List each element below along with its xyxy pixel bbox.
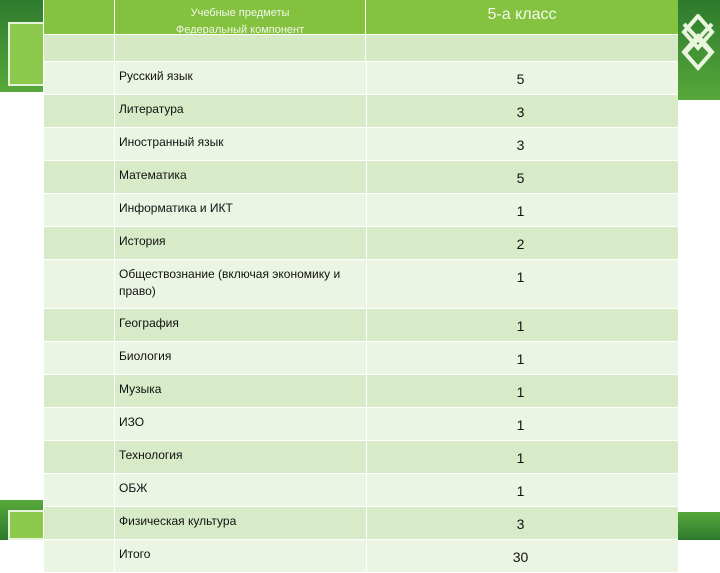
table-row: Итого 30 <box>44 540 678 573</box>
table-row: География 1 <box>44 309 678 342</box>
subject-cell: Технология <box>115 441 367 473</box>
theme-band-bottom-right <box>676 512 720 540</box>
row-index-cell <box>44 260 115 308</box>
subject-cell: Итого <box>115 540 367 572</box>
subject-cell: География <box>115 309 367 341</box>
theme-panel-bottom-left <box>8 510 47 540</box>
curriculum-table: Учебные предметы Федеральный компонент 5… <box>43 0 678 573</box>
row-index-cell <box>44 474 115 506</box>
table-body: Русский язык 5 Литература 3 Иностранный язык… <box>44 62 678 573</box>
grade-header-cell: 5-а класс <box>366 0 678 61</box>
hours-cell: 1 <box>516 269 525 285</box>
hours-cell: 3 <box>516 137 525 153</box>
row-index-cell <box>44 342 115 374</box>
grade-column-header: 5-а класс <box>487 6 557 23</box>
hours-cell: 1 <box>516 417 525 433</box>
divider <box>365 35 366 61</box>
table-row: Русский язык 5 <box>44 62 678 95</box>
table-row: Музыка 1 <box>44 375 678 408</box>
table-row: История 2 <box>44 227 678 260</box>
hours-cell: 3 <box>516 104 525 120</box>
hours-cell: 2 <box>516 236 525 252</box>
hours-cell: 1 <box>516 450 525 466</box>
subject-cell: Литература <box>115 95 367 127</box>
subject-cell: Музыка <box>115 375 367 407</box>
row-index-cell <box>44 95 115 127</box>
subject-cell: Русский язык <box>115 62 367 94</box>
subject-cell: Математика <box>115 161 367 193</box>
celtic-knot-icon <box>681 14 715 72</box>
row-index-cell <box>44 62 115 94</box>
row-index-cell <box>44 161 115 193</box>
hours-cell: 1 <box>516 203 525 219</box>
row-index-cell <box>44 128 115 160</box>
hours-cell: 5 <box>516 71 525 87</box>
subject-cell: История <box>115 227 367 259</box>
table-row: Биология 1 <box>44 342 678 375</box>
table-row: ОБЖ 1 <box>44 474 678 507</box>
subject-cell: ИЗО <box>115 408 367 440</box>
table-row: ИЗО 1 <box>44 408 678 441</box>
table-row: Технология 1 <box>44 441 678 474</box>
row-index-cell <box>44 227 115 259</box>
table-row: Обществознание (включая экономику и прав… <box>44 260 678 309</box>
table-row: Математика 5 <box>44 161 678 194</box>
header-subrow <box>44 34 678 61</box>
hours-cell: 3 <box>516 516 525 532</box>
row-index-cell <box>44 375 115 407</box>
subject-cell: Иностранный язык <box>115 128 367 160</box>
subject-header-line2: Федеральный компонент <box>175 24 305 36</box>
divider <box>114 35 115 61</box>
subject-cell: Информатика и ИКТ <box>115 194 367 226</box>
subject-header-line1: Учебные предметы <box>190 7 290 19</box>
subject-cell: ОБЖ <box>115 474 367 506</box>
row-index-cell <box>44 441 115 473</box>
subject-column-header: Учебные предметы Федеральный компонент <box>115 5 365 39</box>
row-index-cell <box>44 507 115 539</box>
row-index-cell <box>44 540 115 572</box>
hours-cell: 1 <box>516 384 525 400</box>
hours-cell: 1 <box>516 351 525 367</box>
table-row: Литература 3 <box>44 95 678 128</box>
row-index-cell <box>44 194 115 226</box>
hours-cell: 30 <box>512 549 529 565</box>
table-row: Иностранный язык 3 <box>44 128 678 161</box>
hours-cell: 1 <box>516 483 525 499</box>
table-row: Информатика и ИКТ 1 <box>44 194 678 227</box>
hours-cell: 1 <box>516 318 525 334</box>
hours-cell: 5 <box>516 170 525 186</box>
row-index-cell <box>44 408 115 440</box>
table-row: Физическая культура 3 <box>44 507 678 540</box>
theme-panel-top-left <box>8 22 47 86</box>
row-index-cell <box>44 309 115 341</box>
table-header: Учебные предметы Федеральный компонент 5… <box>44 0 678 62</box>
subject-cell: Физическая культура <box>115 507 367 539</box>
subject-cell: Обществознание (включая экономику и прав… <box>115 260 367 308</box>
subject-cell: Биология <box>115 342 367 374</box>
